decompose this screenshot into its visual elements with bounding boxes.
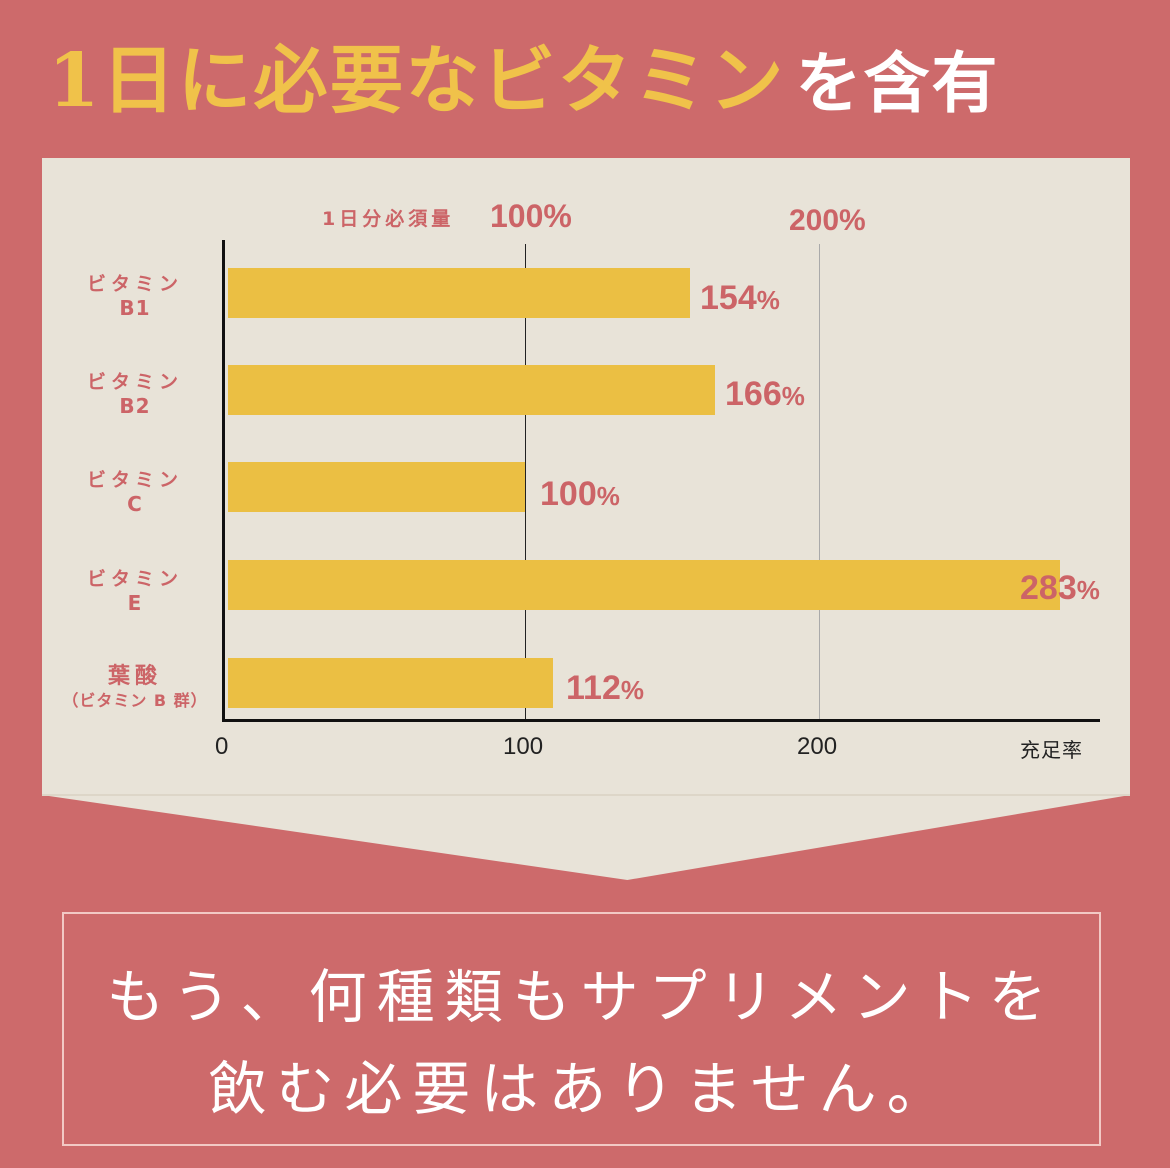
bar-folic-acid xyxy=(228,658,553,708)
bar-vitamin-b2 xyxy=(228,365,715,415)
panel-divider xyxy=(42,794,1130,796)
category-label: ビタミン E xyxy=(86,568,183,615)
message-box xyxy=(62,912,1101,1146)
value-label: 283% xyxy=(1020,569,1100,607)
category-label: ビタミン B1 xyxy=(86,273,183,320)
reference-line-100 xyxy=(525,244,526,720)
category-label: ビタミン C xyxy=(86,469,183,516)
x-tick: 200 xyxy=(797,733,838,760)
reference-label-100: 100% xyxy=(490,198,572,234)
category-label: ビタミン B2 xyxy=(86,371,183,418)
bar-vitamin-b1 xyxy=(228,268,690,318)
bar-vitamin-e xyxy=(228,560,1060,610)
reference-line-200 xyxy=(819,244,820,720)
category-label: 葉酸 （ビタミン B 群） xyxy=(62,664,208,711)
y-axis xyxy=(222,240,225,722)
value-label: 154% xyxy=(700,279,780,317)
headline-highlight: 1日に必要なビタミン xyxy=(48,38,786,124)
x-axis-label: 充足率 xyxy=(1020,738,1083,762)
chart-panel xyxy=(42,158,1130,880)
message-line-2: 飲む必要はありません。 xyxy=(208,1055,955,1123)
value-label: 112% xyxy=(566,669,644,707)
reference-label-prefix: 1日分必須量 xyxy=(322,208,455,230)
headline-rest: を含有 xyxy=(795,44,1000,122)
value-label: 100% xyxy=(540,475,620,513)
x-tick: 100 xyxy=(503,733,544,760)
bar-vitamin-c xyxy=(228,462,525,512)
x-axis xyxy=(222,719,1100,722)
headline: 1日に必要なビタミン を含有 xyxy=(48,26,1128,136)
x-tick: 0 xyxy=(215,733,229,760)
message-line-1: もう、何種類もサプリメントを xyxy=(106,963,1057,1031)
reference-label-200: 200% xyxy=(789,204,866,237)
value-label: 166% xyxy=(725,375,805,413)
